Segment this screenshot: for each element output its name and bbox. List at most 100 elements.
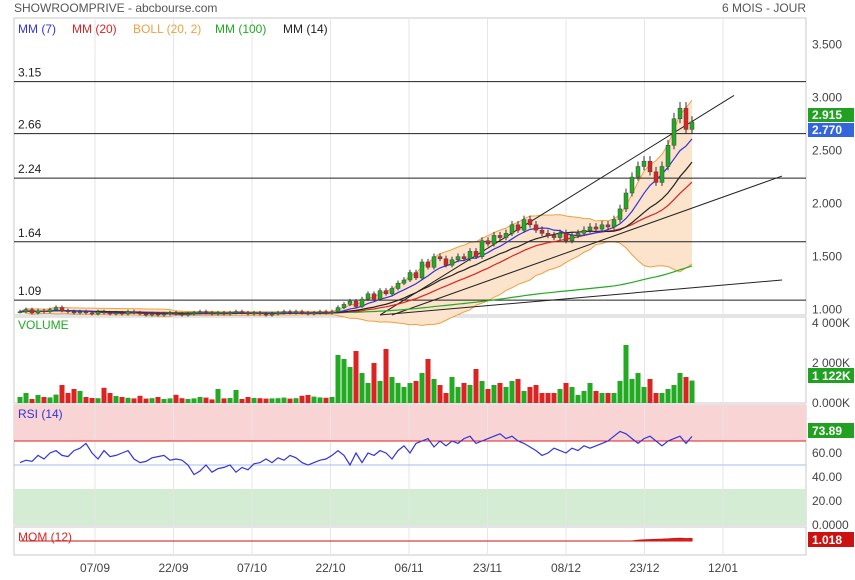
volume-bar [557,389,563,403]
volume-bar [467,385,473,403]
volume-bar [689,380,695,403]
level-label: 2.24 [18,162,42,176]
volume-last-value: 1 122K [812,369,851,383]
volume-last-badge [808,368,854,383]
candle [71,311,77,314]
volume-bar [563,383,569,403]
period-label: 6 MOIS - JOUR [722,1,806,15]
x-tick-label: 06/11 [394,561,423,575]
volume-label: VOLUME [18,318,69,332]
volume-bar [17,397,23,403]
rsi-line [19,430,693,476]
volume-bar [77,391,83,403]
rsi-tick-label: 60.00 [812,446,842,460]
price-tick-label: 2.000 [812,197,842,211]
volume-bar [35,395,41,403]
volume-bar [641,387,647,403]
x-tick-label: 08/12 [551,561,581,575]
momentum-series [20,537,693,542]
candle [401,279,407,284]
volume-bar [575,395,581,403]
volume-bar [269,398,275,403]
volume-bar [149,398,155,403]
volume-tick-label: 4 000K [812,316,850,330]
candle [179,313,185,316]
legend-mm100: MM (100) [215,22,266,36]
price-last-value: 2.770 [812,123,842,137]
volume-bar [659,393,665,403]
trendline [391,175,783,316]
candle [473,251,479,257]
price-last-badge [808,123,854,137]
volume-bars [17,345,695,403]
x-tick-label: 22/10 [315,561,345,575]
candle [665,145,671,167]
volume-tick-label: 2 000K [812,356,850,370]
mom-area [20,537,693,542]
volume-bar [185,399,191,403]
candle [293,311,299,314]
candle [95,311,101,315]
volume-bar [653,393,659,403]
volume-bar [623,345,629,403]
volume-bar [113,396,119,403]
volume-bar [347,367,353,403]
volume-bar [263,398,269,403]
volume-bar [167,398,173,403]
candle [143,313,149,316]
mom-last-value: 1.018 [812,533,842,547]
trendline [379,279,783,316]
volume-bar [461,383,467,403]
volume-bar [473,369,479,403]
volume-bar [305,395,311,403]
volume-bar [335,355,341,403]
volume-bar [299,395,305,403]
volume-bar [317,397,323,403]
volume-bar [251,398,257,403]
mom-label: MOM (12) [18,530,72,544]
volume-bar [125,397,131,403]
volume-bar [245,397,251,403]
volume-bar [479,381,485,403]
candle [419,261,425,279]
x-tick-label: 22/09 [158,561,188,575]
volume-bar [413,381,419,403]
volume-bar [95,398,101,403]
candle [443,258,449,266]
rsi-tick-label: 0.0000 [812,518,849,532]
volume-bar [143,398,149,403]
volume-bar [341,359,347,403]
volume-bar [107,393,113,403]
x-tick-label: 07/10 [237,561,267,575]
chart-title: SHOWROOMPRIVE - abcbourse.com [14,1,217,15]
candle [269,313,275,316]
volume-bar [671,385,677,403]
candle [407,272,413,281]
candle [515,224,521,231]
candle [395,282,401,289]
volume-bar [647,379,653,403]
volume-bar [365,383,371,403]
price-high-badge [808,108,854,122]
candle [329,311,335,314]
candle [509,224,515,234]
candle [593,226,599,230]
volume-bar [371,363,377,403]
volume-bar [611,393,617,403]
volume-bar [389,377,395,403]
candle [467,251,473,260]
candle [197,311,203,314]
candle [131,311,137,314]
x-tick-label: 07/09 [80,561,110,575]
volume-bar [53,394,59,403]
candle [167,312,173,315]
volume-bar [509,381,515,403]
candle [611,219,617,228]
volume-tick-label: 0.000K [812,396,850,410]
volume-bar [581,391,587,403]
candle [527,219,533,226]
level-label: 1.64 [18,226,42,240]
volume-bar [173,394,179,403]
candle [377,290,383,300]
candle [569,235,575,241]
